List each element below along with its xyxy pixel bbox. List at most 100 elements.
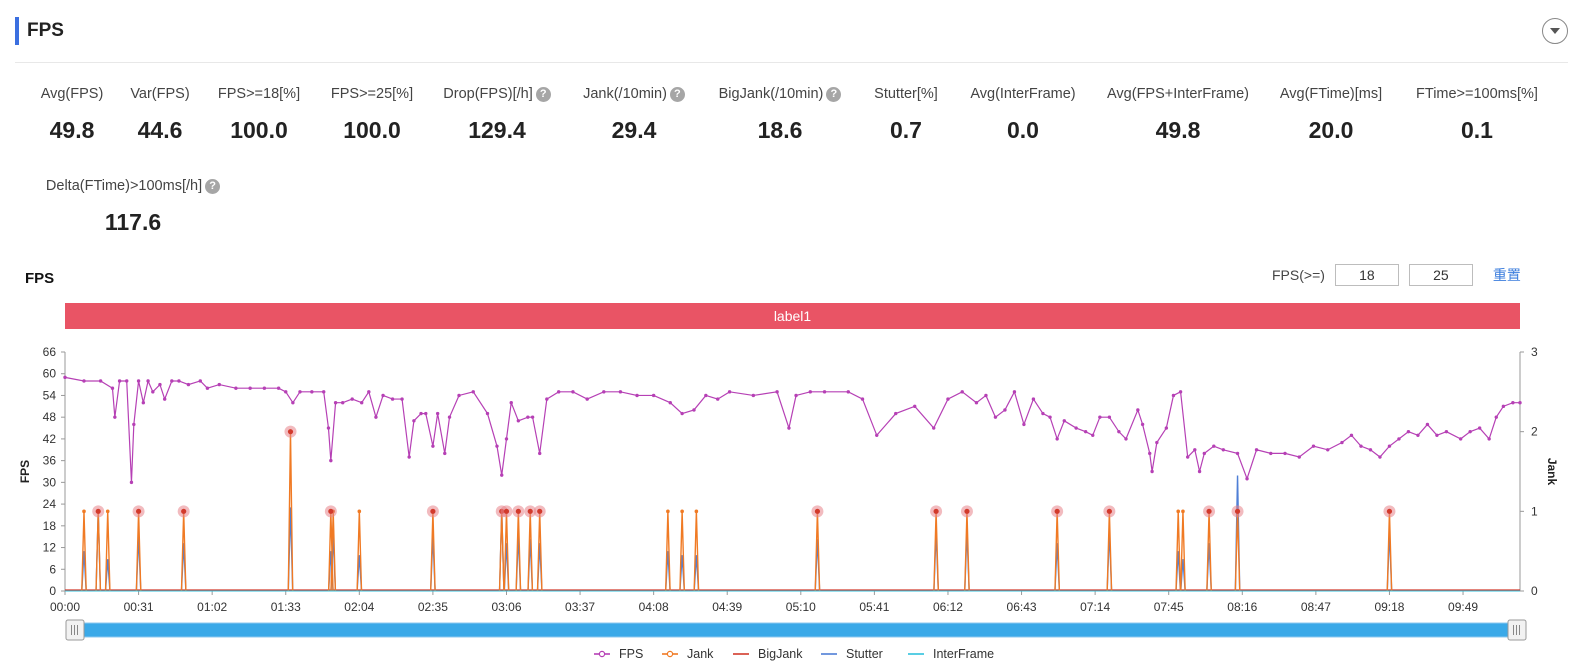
bigjank-point [181, 508, 187, 514]
jank-spike [430, 511, 436, 592]
jank-spike [135, 511, 142, 592]
stutter-spike [664, 551, 671, 592]
legend-item-bigjank[interactable]: BigJank [733, 647, 803, 661]
fps-point [276, 386, 281, 390]
fps-point [1048, 415, 1052, 419]
fps-point [1311, 444, 1316, 448]
x-tick-label: 07:45 [1154, 600, 1184, 614]
fps-point [132, 422, 136, 427]
fps-point [602, 390, 606, 394]
metric-label-text: Drop(FPS)[/h] [443, 86, 533, 102]
zoom-handle-left[interactable] [65, 619, 85, 641]
fps-point [860, 397, 865, 401]
jank-point [357, 509, 362, 514]
fps-point [333, 400, 338, 405]
fps-point [170, 379, 174, 383]
fps-point [1136, 408, 1140, 412]
metric-value: 20.0 [1308, 117, 1354, 143]
fps-point [141, 400, 146, 405]
stutter-spike [430, 535, 436, 592]
fps-point [727, 390, 732, 394]
fps-point [960, 390, 964, 394]
metric-value: 29.4 [611, 117, 657, 143]
x-tick-label: 03:06 [491, 600, 521, 614]
bigjank-halo [930, 505, 943, 518]
bigjank-halo [132, 505, 145, 518]
section-divider [15, 62, 1568, 63]
help-icon[interactable]: ? [535, 86, 551, 102]
fps-point [63, 375, 67, 380]
fps-point [1378, 455, 1382, 459]
bigjank-halo [500, 505, 513, 518]
help-icon[interactable]: ? [669, 86, 685, 102]
fps-point [504, 437, 509, 441]
zoom-handle-right[interactable] [1507, 619, 1527, 641]
jank-spike [515, 511, 522, 592]
fps-point [113, 415, 117, 419]
fps-point [158, 382, 162, 387]
label-band[interactable]: label1 [65, 303, 1520, 329]
x-tick-label: 02:35 [418, 600, 448, 614]
collapse-toggle-icon[interactable] [1542, 18, 1568, 44]
legend-item-stutter[interactable]: Stutter [821, 647, 883, 661]
fps-point [1494, 415, 1498, 419]
x-tick-label: 09:18 [1374, 600, 1404, 614]
jank-point [504, 509, 509, 514]
fps-point [704, 393, 708, 398]
metric-card: Avg(InterFrame) 0.0 [913, 85, 1133, 144]
jank-point [82, 509, 86, 514]
stutter-spike [180, 543, 187, 592]
fps-point [110, 386, 115, 390]
stutter-spike [536, 543, 543, 592]
fps-point [291, 400, 295, 405]
fps-point [716, 397, 720, 401]
help-icon[interactable]: ? [205, 178, 221, 194]
bigjank-halo [92, 505, 105, 518]
fps-threshold-low-input[interactable] [1334, 264, 1399, 286]
bigjank-halo [1051, 505, 1064, 518]
fps-point [1117, 429, 1121, 434]
stutter-spike [327, 551, 334, 592]
fps-point [651, 393, 656, 398]
jank-point [666, 509, 670, 514]
bigjank-halo [495, 505, 508, 518]
metric-value: 18.6 [757, 117, 803, 143]
bigjank-point [814, 508, 821, 514]
stutter-spike [498, 511, 505, 592]
legend-item-fps[interactable]: FPS [594, 647, 643, 661]
bigjank-point [537, 508, 543, 514]
x-tick-label: 05:10 [786, 600, 816, 614]
jank-point [499, 509, 504, 514]
jank-spike [327, 511, 334, 592]
fps-point [1326, 448, 1330, 452]
stutter-spike [104, 559, 111, 592]
x-tick-label: 07:14 [1080, 600, 1110, 614]
fps-point [894, 411, 898, 416]
fps-point [322, 390, 326, 394]
fps-point [1283, 451, 1287, 456]
help-icon[interactable]: ? [826, 86, 842, 102]
jank-spike [503, 511, 510, 592]
fps-point [530, 415, 535, 419]
bigjank-halo [512, 505, 525, 518]
fps-point [808, 390, 813, 394]
fps-point [329, 458, 333, 463]
metric-label: FTime>=100ms[%] [1416, 86, 1538, 102]
stutter-spike [1180, 559, 1186, 592]
fps-point [1297, 455, 1301, 459]
fps-point [447, 415, 452, 419]
jank-spike [679, 511, 686, 592]
y2-axis-title: Jank [1545, 458, 1559, 486]
legend-item-jank[interactable]: Jank [662, 647, 714, 661]
legend-item-interframe[interactable]: InterFrame [908, 647, 994, 661]
x-tick-label: 05:41 [859, 600, 889, 614]
fps-threshold-high-input[interactable] [1408, 264, 1473, 286]
fps-point [390, 397, 395, 401]
jank-spike [81, 511, 87, 592]
bigjank-point [1054, 508, 1060, 514]
jank-point [96, 509, 101, 514]
fps-line [64, 376, 1520, 483]
y-tick-label: 36 [43, 454, 57, 468]
fps-point [1518, 400, 1522, 405]
reset-link[interactable]: 重置 [1492, 267, 1521, 283]
